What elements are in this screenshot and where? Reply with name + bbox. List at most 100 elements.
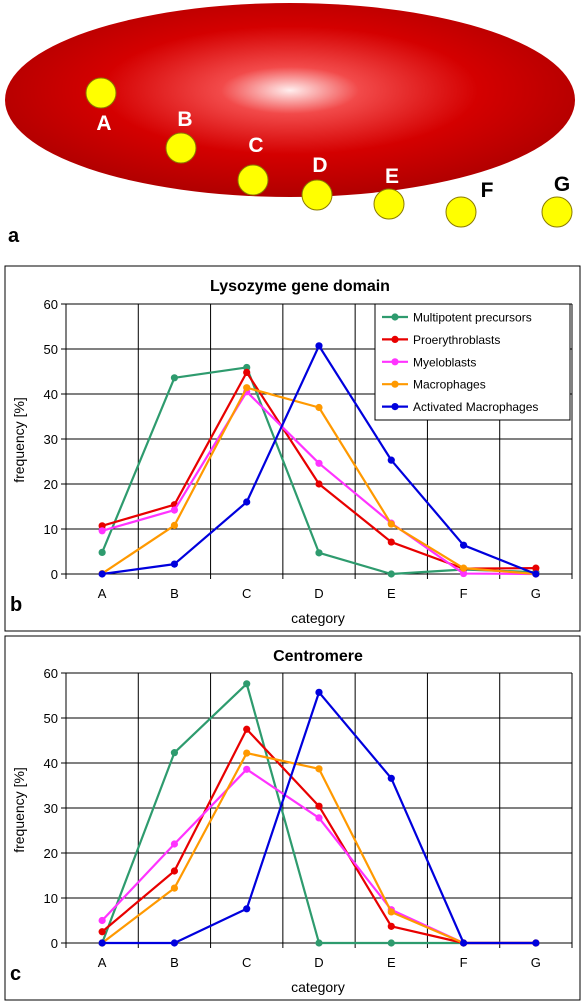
legend-entry: Macrophages <box>413 378 486 392</box>
data-point-macrophages <box>315 403 323 412</box>
data-point-myeloblasts <box>315 814 323 822</box>
legend-entry: Multipotent precursors <box>413 311 532 325</box>
x-tick-label: E <box>387 955 396 970</box>
legend-entry: Myeloblasts <box>413 355 476 369</box>
data-point-activated-macrophages <box>459 541 468 549</box>
y-tick-label: 30 <box>44 801 58 816</box>
y-tick-label: 10 <box>44 522 58 537</box>
x-tick-label: B <box>170 586 179 601</box>
y-tick-label: 50 <box>44 342 58 357</box>
y-tick-label: 60 <box>44 666 58 681</box>
x-tick-label: A <box>98 955 107 970</box>
data-point-macrophages <box>243 749 251 757</box>
x-tick-label: C <box>242 955 251 970</box>
y-tick-label: 20 <box>44 477 58 492</box>
y-tick-label: 0 <box>51 936 58 951</box>
data-point-proerythroblasts <box>532 564 540 572</box>
domain-label-e: E <box>385 165 399 188</box>
panel-label-c: c <box>10 963 21 985</box>
data-point-activated-macrophages <box>459 939 468 947</box>
domain-label-b: B <box>177 108 192 131</box>
domain-label-a: A <box>96 112 111 135</box>
legend-swatch-marker <box>391 335 399 343</box>
data-point-activated-macrophages <box>532 570 540 578</box>
y-tick-label: 30 <box>44 432 58 447</box>
x-tick-label: G <box>531 955 541 970</box>
data-point-myeloblasts <box>315 459 323 467</box>
domain-circle-e <box>373 188 405 220</box>
data-point-activated-macrophages <box>170 560 179 568</box>
chart-b-xlabel: category <box>291 610 345 626</box>
data-point-myeloblasts <box>98 916 106 925</box>
y-tick-label: 40 <box>44 387 58 402</box>
y-tick-label: 40 <box>44 756 58 771</box>
data-point-myeloblasts <box>170 506 179 514</box>
data-point-activated-macrophages <box>387 774 395 782</box>
domain-label-c: C <box>248 134 263 157</box>
data-point-proerythroblasts <box>387 922 395 930</box>
x-tick-label: D <box>314 955 323 970</box>
chart-c-frame <box>4 635 581 1001</box>
data-point-multipotent-precursors <box>170 749 179 757</box>
data-point-myeloblasts <box>170 840 179 848</box>
y-tick-label: 0 <box>51 567 58 582</box>
domain-circle-d <box>301 179 333 211</box>
data-point-proerythroblasts <box>170 867 179 875</box>
domain-label-d: D <box>312 154 327 177</box>
data-point-activated-macrophages <box>315 342 323 350</box>
domain-circle-g <box>541 196 573 228</box>
data-point-activated-macrophages <box>98 939 106 947</box>
y-tick-label: 60 <box>44 297 58 312</box>
data-point-macrophages <box>243 384 251 392</box>
chart-b-ylabel: frequency [%] <box>11 397 27 483</box>
domain-circle-f <box>445 196 477 228</box>
x-tick-label: F <box>460 955 468 970</box>
legend-entry: Proerythroblasts <box>413 333 500 347</box>
x-tick-label: E <box>387 586 396 601</box>
data-point-multipotent-precursors <box>98 548 106 557</box>
data-point-proerythroblasts <box>243 368 251 376</box>
legend-swatch-marker <box>391 380 399 388</box>
data-point-myeloblasts <box>98 527 106 535</box>
domain-label-g: G <box>554 173 570 196</box>
data-point-macrophages <box>170 521 179 530</box>
chart-c-title: Centromere <box>273 648 363 665</box>
chart-b-title: Lysozyme gene domain <box>210 278 390 295</box>
data-point-macrophages <box>170 884 179 892</box>
data-point-multipotent-precursors <box>243 680 251 688</box>
data-point-multipotent-precursors <box>315 939 323 947</box>
data-point-multipotent-precursors <box>387 570 395 578</box>
data-point-myeloblasts <box>459 569 468 578</box>
domain-circle-a <box>85 77 117 109</box>
data-point-activated-macrophages <box>315 688 323 696</box>
data-point-macrophages <box>315 765 323 773</box>
y-tick-label: 50 <box>44 711 58 726</box>
data-point-activated-macrophages <box>243 905 251 913</box>
x-tick-label: C <box>242 586 251 601</box>
data-point-proerythroblasts <box>387 538 395 546</box>
chart-b-legend: Multipotent precursors Proerythroblasts My… <box>374 303 571 421</box>
chart-c-ylabel: frequency [%] <box>11 767 27 853</box>
nucleus-ellipse <box>5 3 575 197</box>
x-tick-label: B <box>170 955 179 970</box>
x-tick-label: F <box>460 586 468 601</box>
y-tick-label: 20 <box>44 846 58 861</box>
data-point-activated-macrophages <box>98 570 106 578</box>
chart-c-xlabel: category <box>291 979 345 995</box>
data-point-activated-macrophages <box>387 456 395 464</box>
data-point-multipotent-precursors <box>170 374 179 382</box>
x-tick-label: D <box>314 586 323 601</box>
data-point-activated-macrophages <box>532 939 540 947</box>
y-tick-label: 10 <box>44 891 58 906</box>
data-point-proerythroblasts <box>98 928 106 936</box>
data-point-myeloblasts <box>243 765 251 773</box>
chart-panel-c: Centromere 0 10 20 30 40 50 60 A B C D E F G category… <box>4 635 581 1001</box>
panel-label-b: b <box>10 594 22 616</box>
data-point-proerythroblasts <box>315 480 323 488</box>
data-point-proerythroblasts <box>315 802 323 810</box>
legend-entry: Activated Macrophages <box>413 400 538 414</box>
data-point-activated-macrophages <box>170 939 179 947</box>
data-point-macrophages <box>459 564 468 572</box>
data-point-macrophages <box>387 520 395 528</box>
